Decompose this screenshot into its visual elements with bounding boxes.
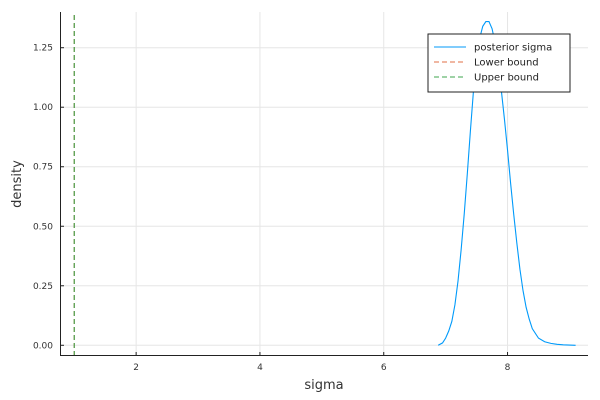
y-tick-label: 0.00 — [33, 341, 53, 351]
x-axis-ticks: 2 4 6 8 — [133, 352, 511, 373]
legend-label-1: posterior sigma — [474, 43, 552, 54]
x-axis-label: sigma — [304, 378, 343, 393]
legend-label-2: Lower bound — [474, 58, 539, 69]
x-tick-label: 2 — [133, 363, 139, 373]
y-axis-ticks: 0.00 0.25 0.50 0.75 1.00 1.25 — [33, 44, 64, 351]
y-tick-label: 1.00 — [33, 103, 53, 113]
y-tick-label: 0.50 — [33, 222, 53, 232]
x-tick-label: 8 — [505, 363, 511, 373]
legend: posterior sigma Lower bound Upper bound — [427, 33, 571, 93]
y-tick-label: 0.75 — [33, 163, 53, 173]
y-tick-label: 0.25 — [33, 282, 53, 292]
y-tick-label: 1.25 — [33, 44, 53, 54]
axes — [60, 12, 588, 356]
x-tick-label: 4 — [257, 363, 263, 373]
y-axis-label: density — [10, 160, 25, 208]
x-tick-label: 6 — [381, 363, 387, 373]
legend-label-3: Upper bound — [474, 73, 539, 84]
legend-box — [427, 33, 571, 93]
